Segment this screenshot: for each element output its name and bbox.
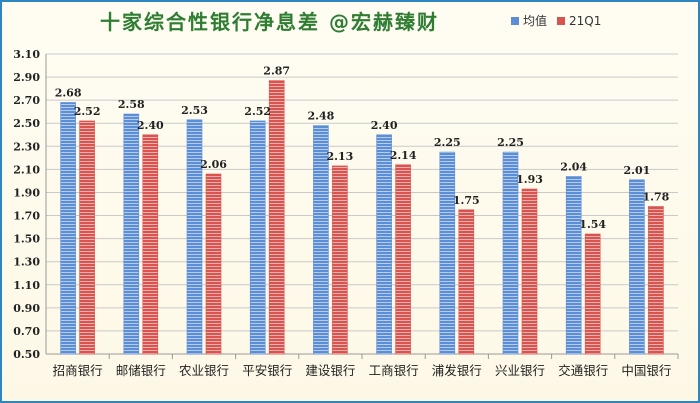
data-label: 2.48 (308, 110, 335, 123)
y-tick-label: 1.30 (13, 256, 40, 269)
chart-title: 十家综合性银行净息差 @宏赫臻财 (100, 10, 439, 34)
data-label: 2.52 (74, 105, 101, 118)
x-tick-label: 工商银行 (369, 363, 419, 378)
legend-swatch-series1 (511, 16, 519, 25)
bar-series1 (565, 176, 582, 355)
bar-series1 (60, 102, 76, 355)
x-tick-label: 浦发银行 (432, 363, 482, 378)
legend-swatch-series2 (557, 16, 566, 25)
data-label: 2.14 (390, 149, 417, 162)
bar-series2 (142, 134, 159, 355)
y-tick-label: 1.90 (13, 186, 40, 199)
bar-series2 (648, 206, 664, 355)
bar-series2 (205, 173, 222, 355)
x-tick-label: 中国银行 (621, 363, 671, 378)
bar-series1 (629, 179, 645, 355)
x-tick-label: 建设银行 (305, 363, 355, 378)
y-tick-label: 2.50 (13, 117, 40, 130)
x-tick-label: 农业银行 (179, 363, 229, 378)
bar-series1 (186, 119, 203, 355)
data-label: 1.75 (453, 194, 480, 207)
bar-series1 (439, 151, 456, 355)
x-tick-label: 交通银行 (558, 363, 608, 378)
y-tick-label: 2.10 (13, 163, 40, 176)
bar-series1 (249, 120, 266, 355)
data-label: 2.06 (200, 158, 227, 171)
data-label: 1.93 (516, 173, 543, 186)
data-label: 2.40 (137, 119, 164, 132)
data-label: 2.13 (327, 150, 354, 163)
bar-series2 (584, 233, 601, 355)
x-tick-label: 招商银行 (53, 363, 103, 378)
bar-series1 (313, 125, 329, 355)
y-tick-label: 2.70 (13, 94, 40, 107)
y-tick-label: 2.90 (13, 71, 40, 84)
bar-series1 (123, 113, 140, 355)
legend-label-series2: 21Q1 (569, 13, 602, 28)
bar-series2 (268, 80, 285, 355)
bar-series2 (395, 164, 411, 355)
data-label: 2.25 (497, 136, 524, 149)
data-label: 2.53 (181, 104, 208, 117)
data-label: 2.40 (371, 119, 398, 132)
y-tick-label: 0.90 (13, 302, 40, 315)
bar-series2 (521, 188, 538, 355)
y-tick-label: 3.10 (13, 48, 40, 61)
bar-series2 (79, 120, 95, 355)
y-tick-label: 1.50 (13, 233, 40, 246)
data-label: 2.04 (560, 160, 587, 173)
y-tick-label: 1.70 (13, 210, 40, 223)
y-tick-label: 0.50 (13, 348, 40, 361)
legend-item-series2: 21Q1 (557, 14, 601, 28)
legend-item-series1: 均值 (511, 12, 547, 29)
y-tick-label: 1.10 (13, 279, 40, 292)
data-label: 1.78 (643, 190, 670, 203)
data-label: 1.54 (579, 218, 606, 231)
bar-series2 (332, 165, 348, 355)
data-label: 2.68 (55, 86, 82, 99)
y-tick-label: 0.70 (13, 325, 40, 338)
bar-series1 (502, 151, 519, 355)
x-tick-label: 邮储银行 (116, 363, 166, 378)
data-label: 2.87 (263, 65, 290, 78)
y-tick-label: 2.30 (13, 140, 40, 153)
data-label: 2.25 (434, 136, 461, 149)
data-label: 2.58 (118, 98, 145, 111)
legend-label-series1: 均值 (523, 14, 548, 28)
x-tick-label: 平安银行 (242, 363, 292, 378)
bar-series1 (376, 134, 392, 355)
x-tick-label: 兴业银行 (495, 363, 545, 378)
bar-series2 (458, 209, 475, 355)
chart-legend: 均值 21Q1 (511, 12, 601, 29)
data-label: 2.52 (244, 105, 271, 118)
data-label: 2.01 (624, 164, 651, 177)
